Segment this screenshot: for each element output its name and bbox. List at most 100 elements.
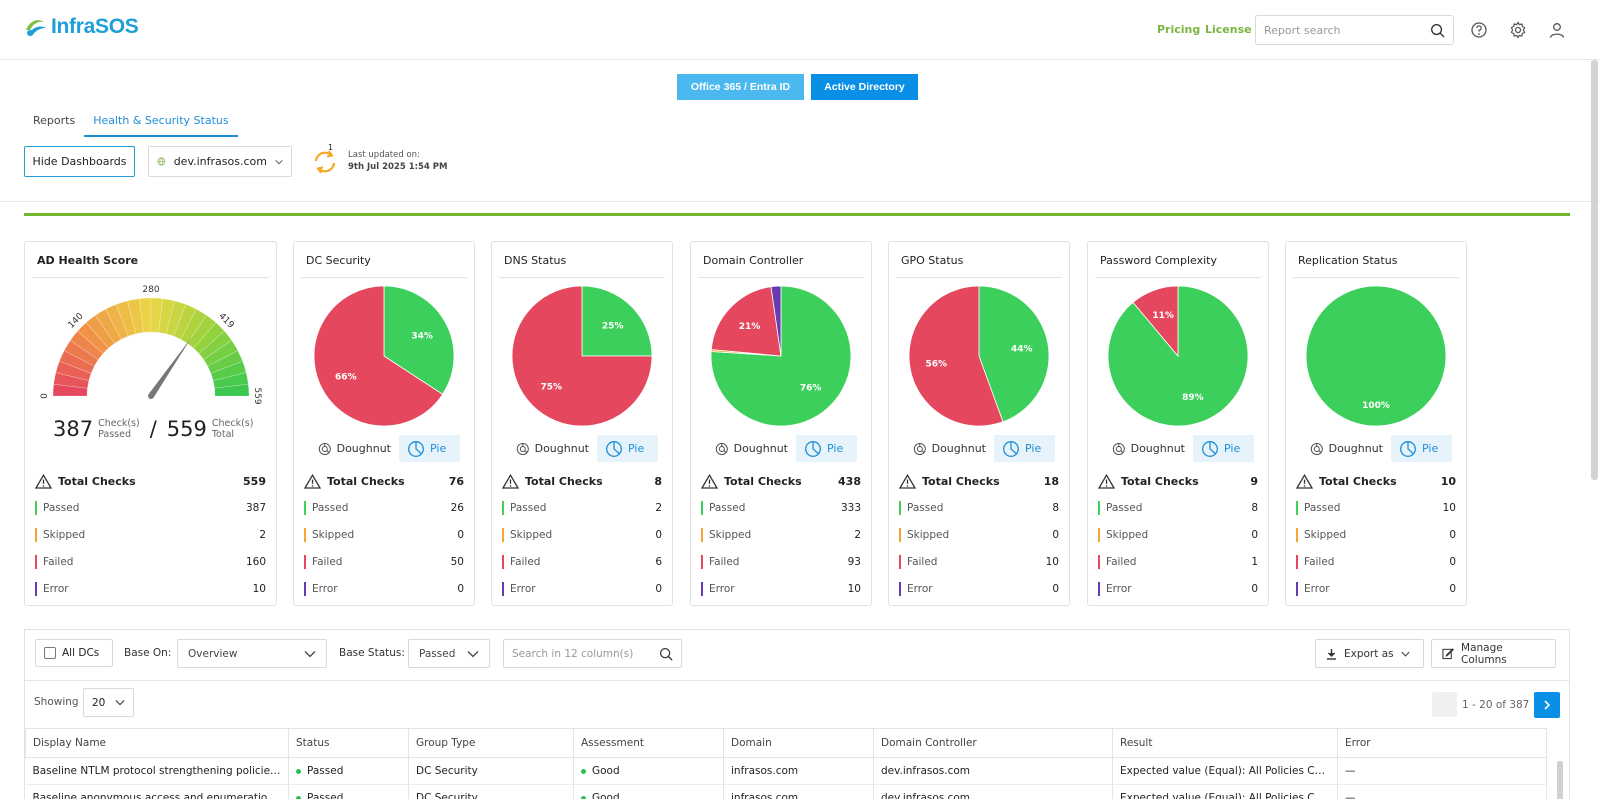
column-header[interactable]: Domain	[723, 728, 874, 758]
table-cell: infrasos.com	[723, 784, 874, 799]
page-size-select[interactable]: 20	[83, 688, 134, 717]
pie-chart: 25% 75%	[512, 286, 652, 426]
tab-health-security-status[interactable]: Health & Security Status	[84, 112, 238, 137]
pie-toggle[interactable]: Pie	[1391, 435, 1452, 462]
doughnut-toggle[interactable]: Doughnut	[1302, 435, 1391, 462]
pie-slice-label: 44%	[1011, 344, 1033, 354]
column-header[interactable]: Group Type	[408, 728, 574, 758]
slash: /	[149, 417, 157, 441]
pie-slice[interactable]	[770, 286, 782, 357]
search-icon[interactable]	[1430, 23, 1445, 38]
gauge-tick-label: 559	[252, 387, 262, 404]
total-checks-value: 559	[243, 474, 266, 488]
table-search-input[interactable]	[512, 647, 659, 660]
office365-tab-button[interactable]: Office 365 / Entra ID	[677, 74, 804, 100]
column-header[interactable]: Status	[288, 728, 409, 758]
card-title: DC Security	[306, 254, 371, 267]
all-dcs-checkbox[interactable]: All DCs	[35, 639, 113, 667]
skipped-row: Skipped 0	[899, 521, 1059, 548]
warning-icon	[1098, 473, 1115, 489]
divider	[301, 277, 467, 278]
active-directory-tab-button[interactable]: Active Directory	[811, 74, 918, 100]
warning-icon	[35, 473, 52, 489]
gauge-tick-label: 0	[40, 393, 50, 399]
user-icon[interactable]	[1548, 21, 1566, 39]
column-header[interactable]: Domain Controller	[873, 728, 1113, 758]
edit-icon	[1442, 648, 1455, 660]
status-card: Password Complexity 89% 11% Doughnut Pie …	[1087, 241, 1269, 606]
logo-icon	[26, 20, 46, 36]
pie-toggle[interactable]: Pie	[796, 435, 857, 462]
table-row[interactable]: Baseline NTLM protocol strengthening pol…	[25, 757, 1547, 785]
chart-type-toggle: Doughnut Pie	[508, 435, 658, 462]
refresh-badge: 1	[328, 143, 334, 152]
refresh-icon[interactable]	[310, 148, 340, 176]
pie-slice[interactable]	[314, 286, 444, 426]
pie-slice[interactable]	[909, 286, 1004, 426]
page-scrollbar[interactable]	[1591, 60, 1598, 480]
pie-toggle[interactable]: Pie	[399, 435, 460, 462]
base-on-select[interactable]: Overview	[177, 639, 327, 668]
pricing-link[interactable]: Pricing	[1157, 23, 1201, 36]
pie-slice-label: 21%	[739, 322, 761, 332]
manage-columns-button[interactable]: Manage Columns	[1431, 639, 1556, 668]
pie-slice[interactable]	[711, 286, 782, 357]
status-card: GPO Status 44% 56% Doughnut Pie Total Che…	[888, 241, 1070, 606]
column-header[interactable]: Error	[1337, 728, 1547, 758]
failed-row: Failed 0	[1296, 548, 1456, 575]
search-icon[interactable]	[659, 647, 673, 661]
pie-icon	[805, 440, 821, 457]
table-scrollbar[interactable]	[1557, 761, 1563, 799]
table-row[interactable]: Baseline anonymous access and enumeratio…	[25, 784, 1547, 799]
doughnut-icon	[1310, 442, 1323, 455]
doughnut-toggle[interactable]: Doughnut	[508, 435, 597, 462]
help-icon[interactable]	[1470, 21, 1488, 39]
total-checks-value: 76	[448, 474, 464, 488]
checkbox[interactable]	[44, 647, 56, 659]
pie-toggle[interactable]: Pie	[994, 435, 1055, 462]
divider	[499, 277, 665, 278]
doughnut-toggle[interactable]: Doughnut	[1104, 435, 1193, 462]
pie-icon	[1400, 440, 1416, 457]
gear-icon[interactable]	[1509, 21, 1527, 39]
next-page-button[interactable]	[1534, 692, 1560, 718]
chart-type-toggle: Doughnut Pie	[707, 435, 857, 462]
column-header[interactable]: Display Name	[25, 728, 289, 758]
license-link[interactable]: License	[1205, 23, 1252, 36]
previous-page-button[interactable]	[1432, 692, 1457, 717]
skipped-row: Skipped 0	[1098, 521, 1258, 548]
divider	[896, 277, 1062, 278]
passed-row: Passed 333	[701, 494, 861, 521]
divider	[0, 201, 1600, 202]
column-header[interactable]: Assessment	[573, 728, 724, 758]
domain-select[interactable]: dev.infrasos.com	[148, 146, 292, 177]
ad-health-score-card: AD Health Score 0 140 280 419 559 387 Check(…	[24, 241, 277, 606]
doughnut-toggle[interactable]: Doughnut	[707, 435, 796, 462]
logo[interactable]: InfraSOS	[24, 15, 139, 39]
pie-slice[interactable]	[1306, 286, 1446, 426]
pie-slice[interactable]	[978, 286, 1049, 423]
pie-toggle[interactable]: Pie	[1193, 435, 1254, 462]
checks-table-panel: All DCs Base On: Overview Base Status: P…	[24, 629, 1570, 799]
table-cell: infrasos.com	[723, 757, 874, 785]
report-search[interactable]	[1255, 15, 1454, 45]
base-status-select[interactable]: Passed	[408, 639, 490, 668]
column-header[interactable]: Result	[1112, 728, 1338, 758]
hide-dashboards-button[interactable]: Hide Dashboards	[24, 146, 135, 177]
pie-slice-label: 34%	[411, 331, 433, 341]
doughnut-icon	[1112, 442, 1125, 455]
pie-slice[interactable]	[1132, 286, 1179, 358]
tab-reports[interactable]: Reports	[33, 114, 76, 127]
passed-row: Passed 8	[1098, 494, 1258, 521]
doughnut-toggle[interactable]: Doughnut	[905, 435, 994, 462]
divider	[1293, 277, 1459, 278]
failed-row: Failed 10	[899, 548, 1059, 575]
pie-toggle[interactable]: Pie	[597, 435, 658, 462]
page-tabs: Reports Health & Security Status	[24, 112, 238, 137]
doughnut-toggle[interactable]: Doughnut	[310, 435, 399, 462]
pie-slice[interactable]	[581, 286, 652, 357]
table-search[interactable]	[503, 639, 682, 668]
export-button[interactable]: Export as	[1315, 639, 1424, 668]
report-search-input[interactable]	[1264, 23, 1430, 37]
pie-slice[interactable]	[512, 286, 652, 426]
